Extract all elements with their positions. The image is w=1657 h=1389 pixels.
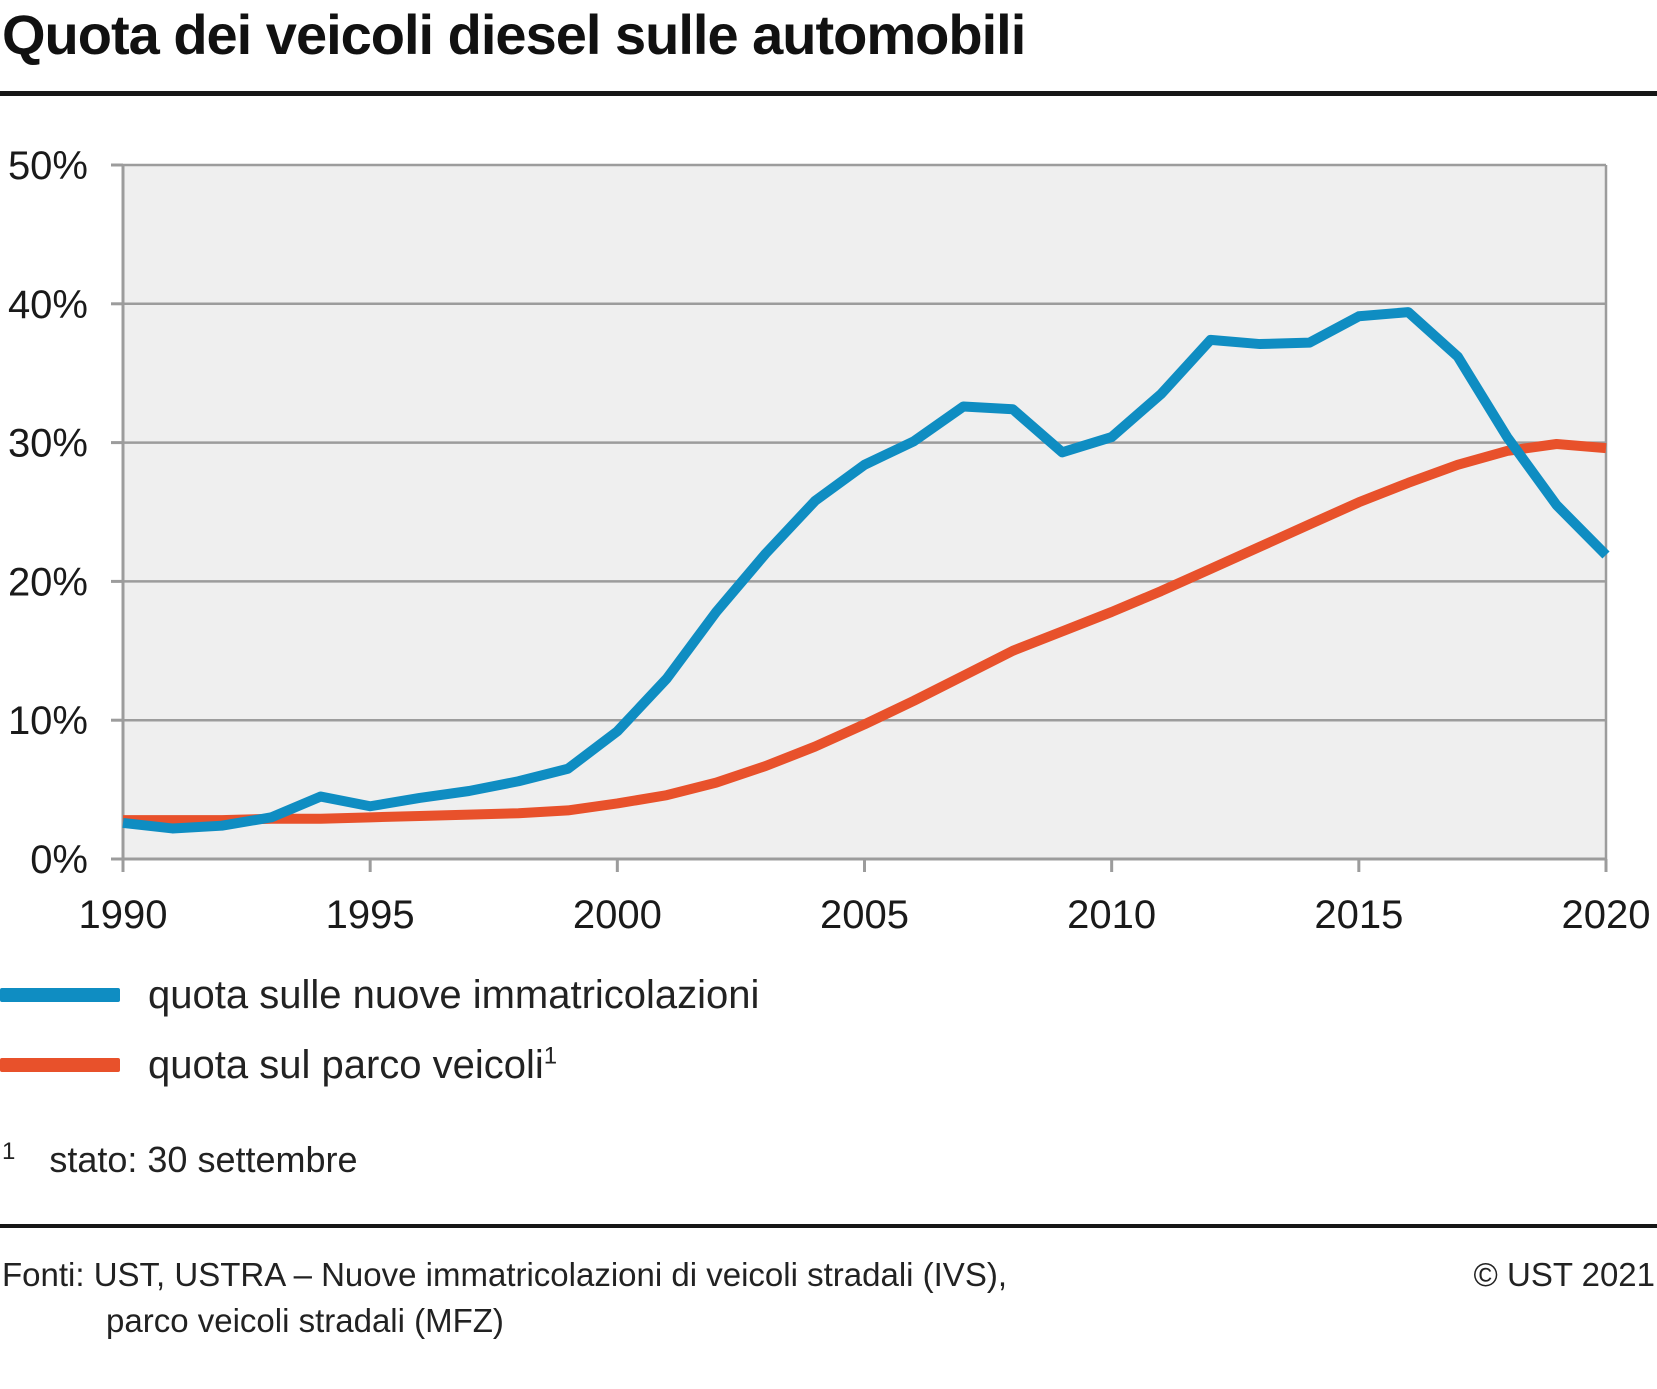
source-line-1: Fonti: UST, USTRA – Nuove immatricolazio… — [2, 1256, 1007, 1293]
legend-label-new-registrations: quota sulle nuove immatricolazioni — [148, 973, 759, 1018]
legend-label-text: quota sul parco veicoli — [148, 1042, 544, 1087]
footnote: 1 stato: 30 settembre — [2, 1138, 358, 1181]
line-chart: 0% 10% 20% 30% 40% 50% 1990 1995 2000 2005 2010 201… — [8, 144, 1651, 937]
plot-area — [123, 165, 1606, 859]
y-axis-label: 10% — [8, 699, 88, 743]
footnote-marker: 1 — [2, 1138, 16, 1165]
legend-footnote-marker: 1 — [543, 1042, 558, 1070]
legend-label-fleet: quota sul parco veicoli1 — [148, 1043, 557, 1088]
page-title: Quota dei veicoli diesel sulle automobil… — [2, 3, 1026, 66]
footnote-text: stato: 30 settembre — [49, 1139, 358, 1180]
legend-label-text: quota sulle nuove immatricolazioni — [148, 972, 760, 1017]
copyright-text: © UST 2021 — [1473, 1256, 1655, 1293]
x-axis-label: 2010 — [1067, 893, 1156, 937]
series-line-fleet — [123, 438, 1607, 826]
legend-swatch-new-registrations — [0, 988, 120, 1002]
x-axis-label: 2005 — [820, 893, 909, 937]
y-axis-label: 50% — [8, 144, 88, 188]
x-axis-label: 2015 — [1314, 893, 1403, 937]
y-axis-label: 30% — [8, 422, 88, 466]
title-divider — [0, 91, 1657, 96]
x-axis-label: 1995 — [326, 893, 415, 937]
legend: quota sulle nuove immatricolazioni quota… — [0, 960, 1200, 1100]
y-axis-label: 20% — [8, 560, 88, 604]
footer: Fonti: UST, USTRA – Nuove immatricolazio… — [2, 1252, 1655, 1344]
series-line-new-registrations — [122, 307, 1610, 834]
legend-item-fleet: quota sul parco veicoli1 — [0, 1030, 1200, 1100]
legend-swatch-fleet — [0, 1058, 120, 1072]
source-line-2: parco veicoli stradali (MFZ) — [106, 1302, 504, 1339]
x-axis-label: 1990 — [79, 893, 168, 937]
footer-divider — [0, 1224, 1657, 1228]
y-axis-label: 40% — [8, 283, 88, 327]
x-axis-label: 2000 — [573, 893, 662, 937]
x-axis-label: 2020 — [1562, 893, 1651, 937]
legend-item-new-registrations: quota sulle nuove immatricolazioni — [0, 960, 1200, 1030]
chart: 0% 10% 20% 30% 40% 50% 1990 1995 2000 2005 2010 201… — [0, 130, 1657, 940]
y-axis-label: 0% — [30, 838, 88, 882]
